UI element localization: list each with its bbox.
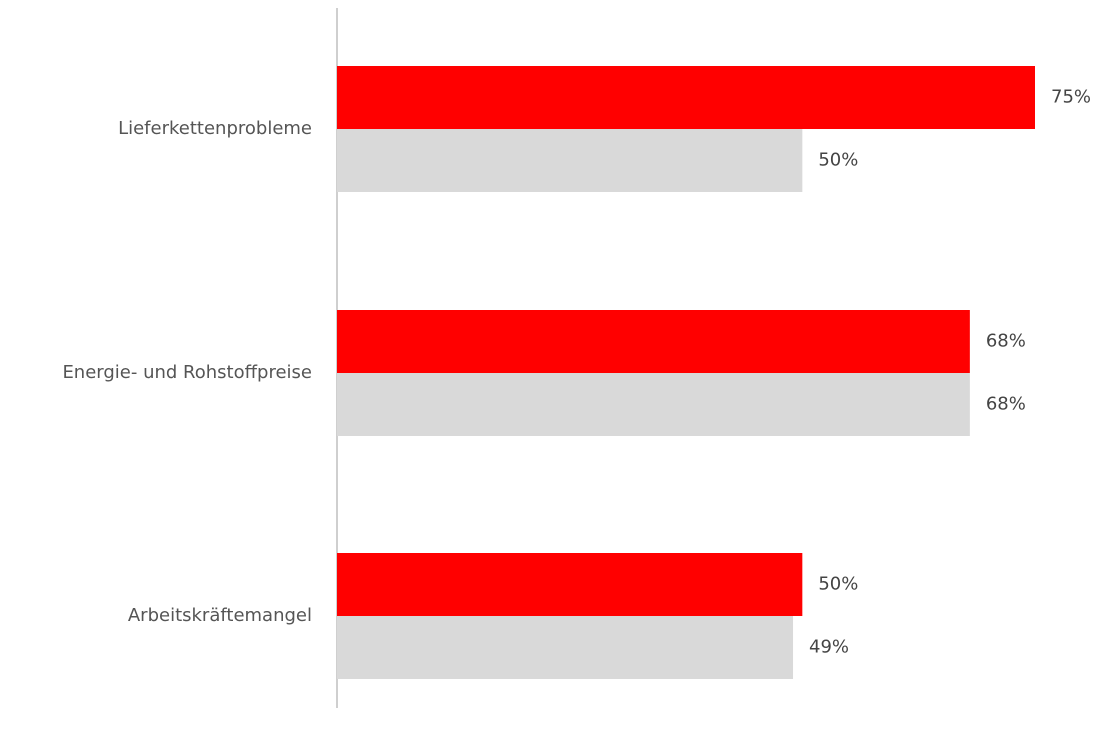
value-label-series1-arbeitskraeftemangel: 50%: [818, 574, 858, 595]
bar-series1-energie-rohstoffpreise: [337, 310, 970, 373]
value-label-series2-arbeitskraeftemangel: 49%: [809, 637, 849, 658]
bar-series2-energie-rohstoffpreise: [337, 373, 970, 436]
value-label-series1-energie-rohstoffpreise: 68%: [986, 331, 1026, 352]
category-label-arbeitskraeftemangel: Arbeitskräftemangel: [128, 605, 312, 626]
value-label-series2-lieferkettenprobleme: 50%: [818, 150, 858, 171]
bar-series1-arbeitskraeftemangel: [337, 553, 803, 616]
value-label-series2-energie-rohstoffpreise: 68%: [986, 394, 1026, 415]
bar-series2-lieferkettenprobleme: [337, 129, 803, 192]
bar-series1-lieferkettenprobleme: [337, 66, 1035, 129]
value-label-series1-lieferkettenprobleme: 75%: [1051, 87, 1091, 108]
category-label-lieferkettenprobleme: Lieferkettenprobleme: [118, 118, 312, 139]
bar-series2-arbeitskraeftemangel: [337, 616, 794, 679]
category-label-energie-rohstoffpreise: Energie- und Rohstoffpreise: [62, 362, 312, 383]
